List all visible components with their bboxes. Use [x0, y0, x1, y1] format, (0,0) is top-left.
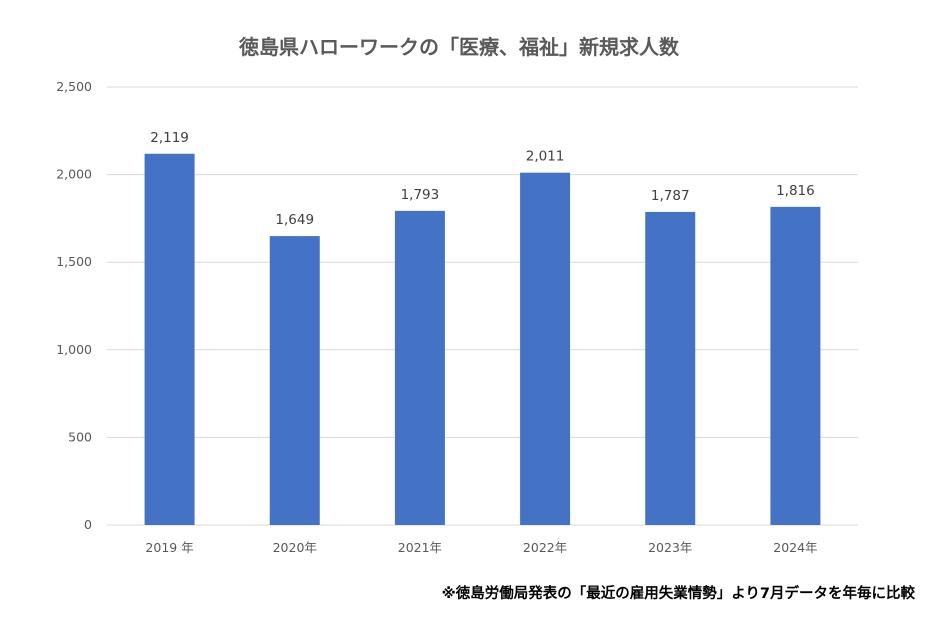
y-tick-label: 0 — [84, 517, 92, 532]
bar — [269, 236, 320, 525]
chart-title: 徳島県ハローワークの「医療、福祉」新規求人数 — [238, 35, 680, 59]
x-category-label: 2022年 — [523, 540, 567, 555]
data-label: 1,816 — [776, 183, 815, 199]
footnote: ※徳島労働局発表の「最近の雇用失業情勢」より7月データを年毎に比較 — [442, 584, 916, 602]
y-tick-label: 2,500 — [56, 79, 92, 94]
bar — [144, 153, 195, 525]
data-labels: 2,119 1,649 1,793 2,011 1,787 1,816 — [150, 130, 814, 228]
y-tick-label: 1,000 — [56, 342, 92, 357]
bar — [770, 206, 821, 526]
bars — [144, 153, 821, 526]
data-label: 1,787 — [651, 188, 690, 204]
bar — [394, 210, 445, 525]
x-axis-labels: 2019 年 2020年 2021年 2022年 2023年 2024年 — [145, 540, 817, 555]
bar — [520, 172, 571, 526]
x-category-label: 2023年 — [648, 540, 692, 555]
x-category-label: 2021年 — [398, 540, 442, 555]
data-label: 2,011 — [526, 149, 565, 165]
data-label: 2,119 — [150, 130, 189, 146]
gridlines — [107, 86, 858, 526]
y-axis-ticks: 0 500 1,000 1,500 2,000 2,500 — [56, 79, 92, 532]
y-tick-label: 500 — [68, 429, 92, 444]
x-category-label: 2024年 — [773, 540, 817, 555]
bar — [645, 211, 696, 525]
y-tick-label: 1,500 — [56, 254, 92, 269]
y-tick-label: 2,000 — [56, 167, 92, 182]
x-category-label: 2020年 — [273, 540, 317, 555]
data-label: 1,793 — [401, 187, 440, 203]
x-category-label: 2019 年 — [145, 540, 193, 555]
data-label: 1,649 — [275, 212, 314, 228]
